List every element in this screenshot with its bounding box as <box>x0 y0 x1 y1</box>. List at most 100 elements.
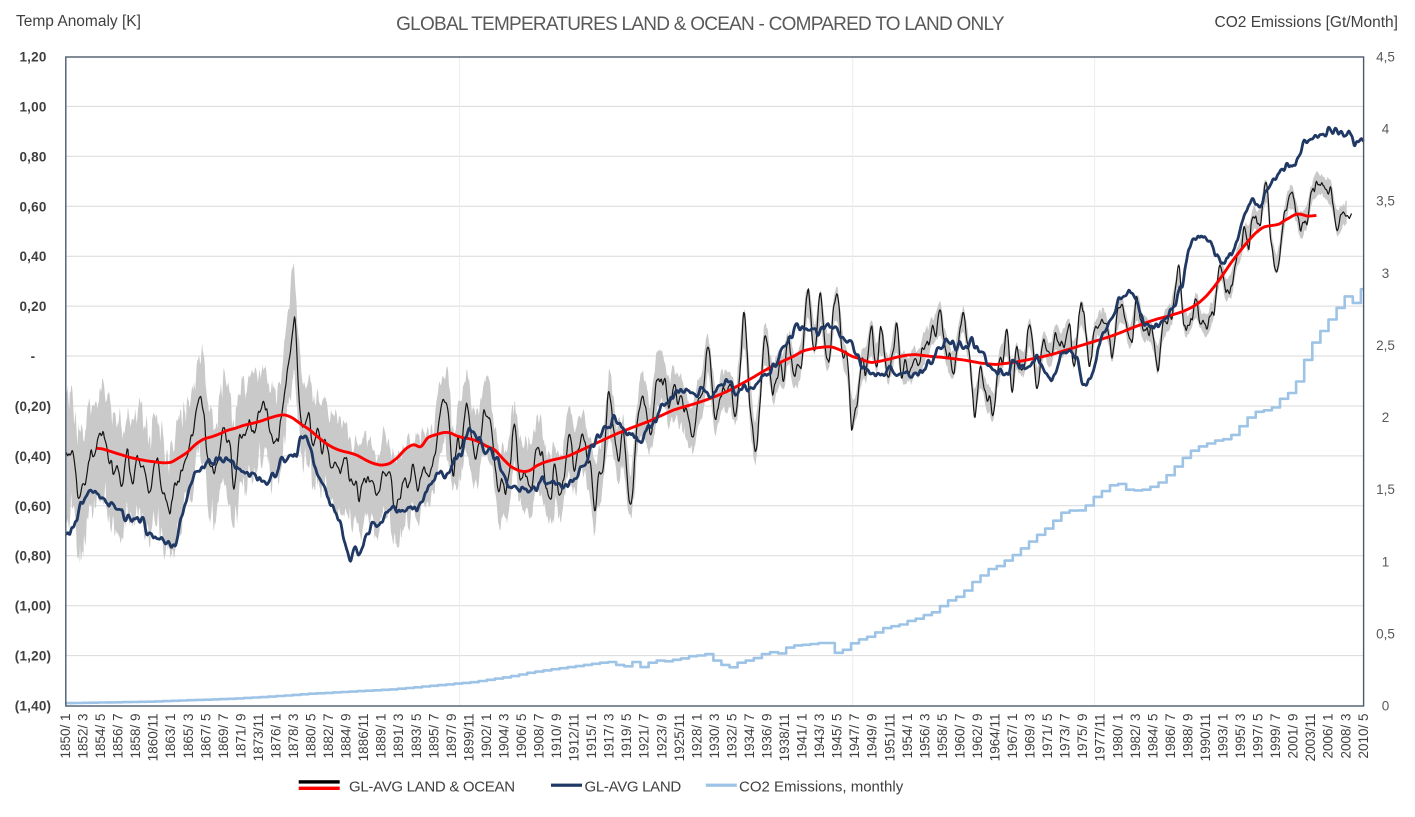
svg-text:1891/ 3: 1891/ 3 <box>391 714 406 759</box>
svg-text:1951/11: 1951/11 <box>882 714 897 762</box>
svg-text:0,60: 0,60 <box>19 199 46 214</box>
svg-text:1915/ 1: 1915/ 1 <box>584 714 599 759</box>
svg-text:1886/11: 1886/11 <box>356 714 371 762</box>
svg-text:1960/ 7: 1960/ 7 <box>952 714 967 759</box>
svg-text:1904/ 3: 1904/ 3 <box>496 714 511 759</box>
svg-text:(1,20): (1,20) <box>15 649 51 664</box>
svg-text:1934/ 7: 1934/ 7 <box>742 714 757 759</box>
svg-text:1878/ 3: 1878/ 3 <box>286 714 301 759</box>
svg-text:CO2 Emissions, monthly: CO2 Emissions, monthly <box>739 779 904 796</box>
svg-text:-: - <box>31 349 36 364</box>
svg-text:(1,00): (1,00) <box>15 599 51 614</box>
svg-text:0,5: 0,5 <box>1376 626 1395 641</box>
svg-text:1908/ 7: 1908/ 7 <box>532 714 547 759</box>
svg-text:1,5: 1,5 <box>1376 482 1395 497</box>
svg-text:2001/ 9: 2001/ 9 <box>1286 714 1301 759</box>
svg-text:1971/ 5: 1971/ 5 <box>1040 714 1055 759</box>
svg-text:1917/ 3: 1917/ 3 <box>602 714 617 759</box>
svg-text:1906/ 5: 1906/ 5 <box>514 714 529 759</box>
svg-text:1882/ 7: 1882/ 7 <box>321 714 336 759</box>
svg-text:1856/ 7: 1856/ 7 <box>111 714 126 759</box>
svg-text:1,20: 1,20 <box>19 50 46 65</box>
svg-text:1962/ 9: 1962/ 9 <box>970 714 985 759</box>
svg-text:2003/11: 2003/11 <box>1303 714 1318 762</box>
svg-text:1858/ 9: 1858/ 9 <box>128 714 143 759</box>
svg-text:2008/ 3: 2008/ 3 <box>1338 714 1353 759</box>
svg-text:1964/11: 1964/11 <box>988 714 1003 762</box>
svg-text:1941/ 1: 1941/ 1 <box>795 714 810 759</box>
svg-text:1982/ 3: 1982/ 3 <box>1128 714 1143 759</box>
svg-text:1928/ 1: 1928/ 1 <box>689 714 704 759</box>
svg-text:1850/ 1: 1850/ 1 <box>58 714 73 759</box>
svg-text:0,40: 0,40 <box>19 249 46 264</box>
svg-text:1945/ 5: 1945/ 5 <box>830 714 845 759</box>
svg-text:1923/ 9: 1923/ 9 <box>654 714 669 759</box>
svg-text:1919/ 5: 1919/ 5 <box>619 714 634 759</box>
svg-text:4,5: 4,5 <box>1376 50 1395 65</box>
svg-text:1893/ 5: 1893/ 5 <box>409 714 424 759</box>
svg-text:1984/ 5: 1984/ 5 <box>1145 714 1160 759</box>
svg-text:2,5: 2,5 <box>1376 338 1395 353</box>
svg-text:(0,60): (0,60) <box>15 499 51 514</box>
svg-text:1993/ 1: 1993/ 1 <box>1216 714 1231 759</box>
svg-text:(0,40): (0,40) <box>15 449 51 464</box>
svg-text:1895/ 7: 1895/ 7 <box>426 714 441 759</box>
svg-text:1: 1 <box>1382 554 1390 569</box>
svg-text:1854/ 5: 1854/ 5 <box>93 714 108 759</box>
svg-text:1902/ 1: 1902/ 1 <box>479 714 494 759</box>
svg-text:1865/ 3: 1865/ 3 <box>181 714 196 759</box>
svg-text:1936/ 9: 1936/ 9 <box>760 714 775 759</box>
svg-text:1921/ 7: 1921/ 7 <box>637 714 652 759</box>
svg-text:1869/ 7: 1869/ 7 <box>216 714 231 759</box>
svg-text:1988/ 9: 1988/ 9 <box>1180 714 1195 759</box>
svg-text:1938/11: 1938/11 <box>777 714 792 762</box>
svg-text:1999/ 7: 1999/ 7 <box>1268 714 1283 759</box>
svg-text:1925/11: 1925/11 <box>672 714 687 762</box>
svg-text:1980/ 1: 1980/ 1 <box>1110 714 1125 759</box>
svg-text:1930/ 3: 1930/ 3 <box>707 714 722 759</box>
svg-text:1954/ 1: 1954/ 1 <box>900 714 915 759</box>
svg-text:1,00: 1,00 <box>19 99 46 114</box>
svg-text:1876/ 1: 1876/ 1 <box>269 714 284 759</box>
svg-text:1975/ 9: 1975/ 9 <box>1075 714 1090 759</box>
svg-text:GLOBAL TEMPERATURES LAND & OCE: GLOBAL TEMPERATURES LAND & OCEAN - COMPA… <box>396 14 1005 35</box>
svg-text:1852/ 3: 1852/ 3 <box>76 714 91 759</box>
svg-text:1884/ 9: 1884/ 9 <box>339 714 354 759</box>
svg-text:1899/11: 1899/11 <box>461 714 476 762</box>
svg-text:1977/11: 1977/11 <box>1093 714 1108 762</box>
svg-text:1943/ 3: 1943/ 3 <box>812 714 827 759</box>
svg-text:2010/ 5: 2010/ 5 <box>1356 714 1371 759</box>
svg-text:1997/ 5: 1997/ 5 <box>1251 714 1266 759</box>
svg-text:4: 4 <box>1382 122 1390 137</box>
svg-text:(0,80): (0,80) <box>15 549 51 564</box>
svg-text:1973/ 7: 1973/ 7 <box>1058 714 1073 759</box>
svg-text:1889/ 1: 1889/ 1 <box>374 714 389 759</box>
svg-text:1871/ 9: 1871/ 9 <box>233 714 248 759</box>
svg-text:1932/ 5: 1932/ 5 <box>724 714 739 759</box>
svg-text:1967/ 1: 1967/ 1 <box>1005 714 1020 759</box>
svg-text:2006/ 1: 2006/ 1 <box>1321 714 1336 759</box>
svg-text:1910/ 9: 1910/ 9 <box>549 714 564 759</box>
svg-text:1969/ 3: 1969/ 3 <box>1023 714 1038 759</box>
svg-text:CO2 Emissions [Gt/Month]: CO2 Emissions [Gt/Month] <box>1215 14 1398 31</box>
svg-text:1860/11: 1860/11 <box>146 714 161 762</box>
svg-text:Temp Anomaly [K]: Temp Anomaly [K] <box>16 13 141 30</box>
svg-text:1949/ 9: 1949/ 9 <box>865 714 880 759</box>
svg-text:1867/ 5: 1867/ 5 <box>198 714 213 759</box>
svg-text:3,5: 3,5 <box>1376 194 1395 209</box>
svg-text:GL-AVG LAND: GL-AVG LAND <box>585 779 682 796</box>
svg-text:1986/ 7: 1986/ 7 <box>1163 714 1178 759</box>
svg-text:1873/11: 1873/11 <box>251 714 266 762</box>
svg-text:3: 3 <box>1382 266 1390 281</box>
svg-text:1912/11: 1912/11 <box>567 714 582 762</box>
svg-text:0: 0 <box>1382 699 1390 714</box>
svg-text:1897/ 9: 1897/ 9 <box>444 714 459 759</box>
svg-text:1995/ 3: 1995/ 3 <box>1233 714 1248 759</box>
svg-text:2: 2 <box>1382 410 1390 425</box>
svg-text:1880/ 5: 1880/ 5 <box>304 714 319 759</box>
svg-text:1990/11: 1990/11 <box>1198 714 1213 762</box>
svg-text:(0,20): (0,20) <box>15 399 51 414</box>
svg-text:GL-AVG LAND & OCEAN: GL-AVG LAND & OCEAN <box>349 779 515 796</box>
svg-text:1863/ 1: 1863/ 1 <box>163 714 178 759</box>
svg-text:0,20: 0,20 <box>19 299 46 314</box>
